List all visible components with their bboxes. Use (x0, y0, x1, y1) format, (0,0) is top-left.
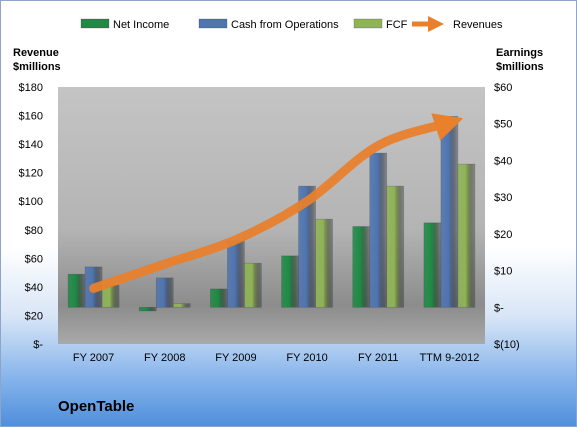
net-income-bar (67, 273, 86, 308)
right-tick-label: $30 (494, 192, 512, 204)
right-tick-label: $(10) (494, 339, 520, 351)
left-tick-label: $20 (25, 310, 43, 322)
right-axis-title-line2: $millions (496, 61, 544, 73)
legend-cash-from-operations-swatch (198, 18, 228, 29)
legend-fcf-label: FCF (386, 19, 408, 31)
right-tick-label: $50 (494, 119, 512, 131)
left-tick-label: $120 (19, 168, 43, 180)
left-tick-label: $- (33, 339, 43, 351)
cash-from-operations-bar (155, 277, 174, 308)
fcf-bar (244, 262, 262, 308)
legend-net-income-swatch (80, 18, 110, 29)
left-tick-label: $100 (19, 196, 43, 208)
cash-from-operations-bar (369, 152, 388, 308)
right-tick-label: $20 (494, 229, 512, 241)
left-axis-title-line2: $millions (13, 61, 61, 73)
fcf-bar (457, 163, 476, 308)
legend-net-income-label: Net Income (113, 19, 169, 31)
legend-fcf-swatch (353, 18, 383, 29)
company-name: OpenTable (58, 398, 135, 415)
left-tick-label: $80 (25, 225, 43, 237)
fcf-bar (315, 218, 333, 308)
x-tick-label: FY 2011 (358, 352, 399, 364)
net-income-bar (210, 288, 228, 308)
left-tick-label: $180 (19, 82, 43, 94)
x-tick-label: FY 2010 (286, 352, 327, 364)
right-tick-label: $- (494, 302, 504, 314)
left-tick-label: $40 (25, 282, 43, 294)
right-tick-label: $40 (494, 155, 512, 167)
right-tick-label: $10 (494, 266, 512, 278)
legend-cash-from-operations-label: Cash from Operations (231, 19, 339, 31)
x-tick-label: FY 2007 (73, 352, 114, 364)
left-tick-label: $160 (19, 111, 43, 123)
fcf-bar (172, 303, 191, 308)
net-income-bar (423, 222, 442, 308)
x-tick-label: FY 2008 (144, 352, 185, 364)
revenues-line (89, 113, 464, 293)
left-tick-label: $140 (19, 139, 43, 151)
net-income-bar (352, 226, 371, 308)
x-tick-label: FY 2009 (215, 352, 256, 364)
cash-from-operations-bar (440, 116, 459, 308)
legend-revenues-label: Revenues (453, 19, 503, 31)
right-tick-label: $60 (494, 82, 512, 94)
net-income-bar (281, 255, 299, 308)
x-tick-label: TTM 9-2012 (419, 352, 479, 364)
left-tick-label: $60 (25, 253, 43, 265)
fcf-bar (386, 185, 405, 308)
cash-from-operations-bar (227, 240, 245, 308)
net-income-bar (138, 306, 157, 312)
left-axis-title-line1: Revenue (13, 47, 59, 59)
right-axis-title-line1: Earnings (496, 47, 544, 59)
left-axis-title: Revenue $millions (13, 46, 61, 74)
right-axis-title: Earnings $millions (496, 46, 544, 74)
